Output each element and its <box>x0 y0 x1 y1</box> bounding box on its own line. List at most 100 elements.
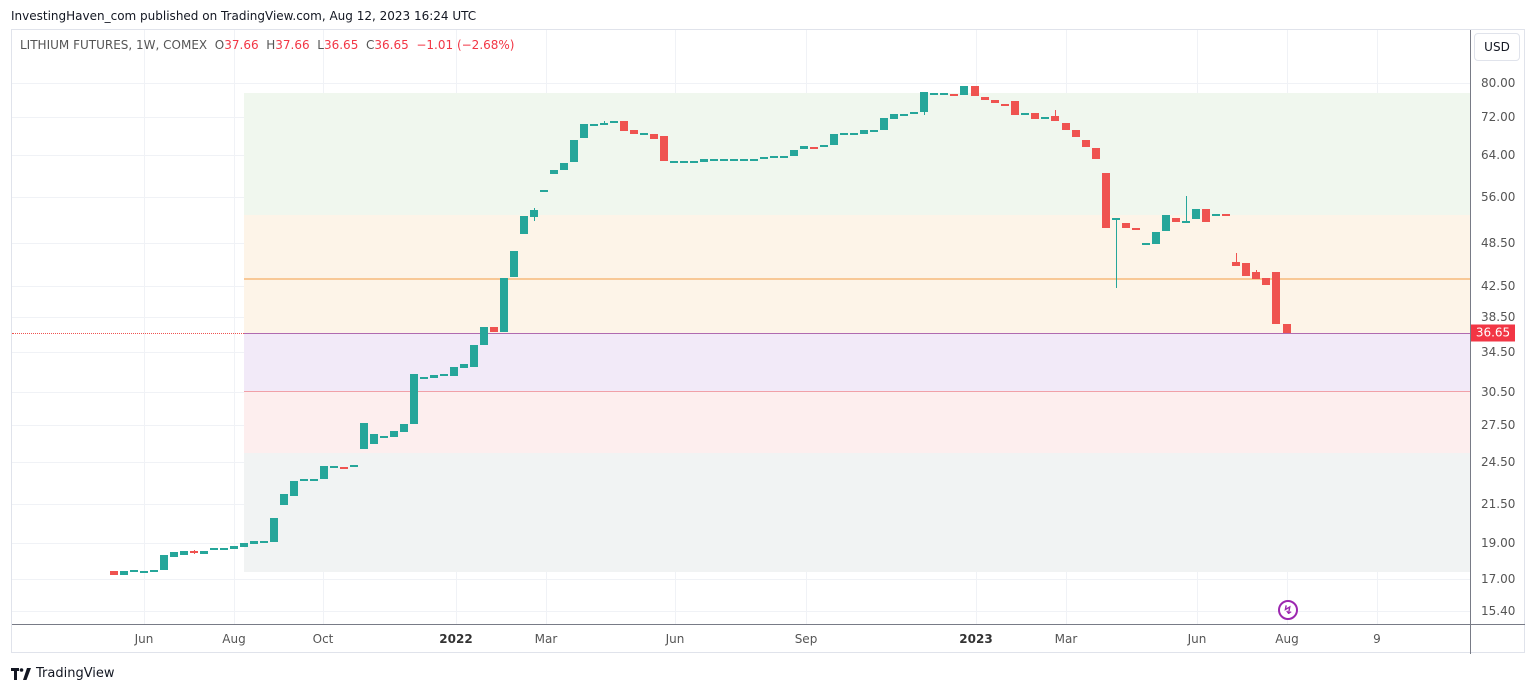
price-tick-label: 38.50 <box>1481 310 1516 325</box>
candle-body <box>280 493 288 506</box>
candle-body <box>520 216 528 234</box>
candle-body <box>1242 263 1250 276</box>
candle-body <box>450 366 458 377</box>
candle-body <box>810 147 818 150</box>
candle-body <box>1272 271 1280 325</box>
candle-body <box>1021 112 1029 115</box>
candle-body <box>730 159 738 162</box>
candle-body <box>220 548 228 551</box>
candle-body <box>880 118 888 130</box>
grid-line-vertical <box>234 30 235 624</box>
candle-body <box>1122 223 1130 228</box>
price-tick-label: 34.50 <box>1481 345 1516 360</box>
candle-body <box>1142 243 1150 246</box>
candle-body <box>400 423 408 433</box>
candle-body <box>650 133 658 139</box>
price-tick-label: 30.50 <box>1481 384 1516 399</box>
grid-line-horizontal <box>12 610 1470 612</box>
candle-body <box>130 569 138 572</box>
candle-body <box>1051 115 1059 122</box>
candle-body <box>270 517 278 542</box>
price-tick-label: 21.50 <box>1481 496 1516 511</box>
candle-body <box>750 159 758 162</box>
time-tick-label: Mar <box>1054 632 1078 646</box>
candle-body <box>230 545 238 550</box>
candle-body <box>1072 130 1080 137</box>
candle-body <box>120 570 128 576</box>
chart-plot-area[interactable] <box>12 30 1470 624</box>
candle-body <box>1262 278 1270 285</box>
candle-body <box>830 134 838 145</box>
candle-body <box>1172 217 1180 223</box>
close-label: C <box>365 38 375 52</box>
candle-body <box>1011 101 1019 116</box>
candle-body <box>1092 148 1100 159</box>
candle-body <box>920 92 928 113</box>
candle-body <box>960 85 968 96</box>
candle-body <box>740 159 748 162</box>
candle-body <box>540 189 548 192</box>
candle-body <box>770 155 778 158</box>
time-tick-label: Sep <box>794 632 818 646</box>
candle-wick <box>1236 252 1237 266</box>
candle-body <box>190 551 198 554</box>
time-tick-label: Oct <box>312 632 334 646</box>
candle-body <box>971 85 979 97</box>
candle-body <box>1001 103 1009 106</box>
candle-body <box>1162 214 1170 231</box>
time-tick-label: Jun <box>1187 632 1207 646</box>
time-tick-label: Mar <box>534 632 558 646</box>
candle-body <box>380 436 388 439</box>
zone-orange <box>244 214 1470 334</box>
candle-body <box>430 375 438 379</box>
candle-body <box>200 551 208 554</box>
candle-body <box>690 161 698 164</box>
candle-body <box>560 162 568 171</box>
candle-body <box>210 548 218 551</box>
candle-body <box>800 146 808 149</box>
publisher-caption: InvestingHaven_com published on TradingV… <box>11 9 477 23</box>
candle-body <box>160 555 168 570</box>
candle-body <box>950 94 958 97</box>
candle-body <box>490 327 498 332</box>
candle-body <box>110 570 118 576</box>
candle-body <box>1152 231 1160 244</box>
candle-body <box>790 149 798 156</box>
price-tick-label: 24.50 <box>1481 454 1516 469</box>
candle-body <box>940 92 948 95</box>
candle-body <box>1182 221 1190 223</box>
currency-button[interactable]: USD <box>1474 33 1520 61</box>
axis-corner <box>1470 624 1525 654</box>
candle-body <box>991 100 999 103</box>
candle-body <box>630 130 638 134</box>
candle-body <box>250 540 258 545</box>
time-tick-label: Jun <box>665 632 685 646</box>
candle-body <box>670 161 678 164</box>
candle-body <box>820 144 828 147</box>
candle-wick <box>1055 109 1056 122</box>
candle-body <box>780 155 788 158</box>
candle-body <box>550 169 558 175</box>
candle-body <box>710 159 718 162</box>
time-tick-label: 2023 <box>959 632 993 646</box>
price-tick-label: 17.00 <box>1481 572 1516 586</box>
candle-body <box>870 129 878 132</box>
candle-body <box>700 159 708 163</box>
candle-body <box>890 114 898 119</box>
candle-body <box>1252 271 1260 279</box>
candle-body <box>1041 116 1049 119</box>
price-tick-label: 27.50 <box>1481 417 1516 432</box>
tradingview-brand[interactable]: TradingView <box>11 666 115 681</box>
event-lightning-icon[interactable]: ↯ <box>1278 600 1298 620</box>
candle-body <box>300 479 308 482</box>
price-axis[interactable]: 80.00 72.00 64.00 56.00 48.50 42.50 38.50 34.50… <box>1470 30 1525 624</box>
price-tick-label: 64.00 <box>1481 147 1516 162</box>
candle-body <box>410 374 418 424</box>
candle-body <box>1232 261 1240 266</box>
grid-line-horizontal <box>12 579 1470 580</box>
candle-body <box>590 124 598 127</box>
candle-body <box>320 465 328 480</box>
time-axis[interactable]: Jun Aug Oct 2022 Mar Jun Sep 2023 Mar Jun Aug 9 <box>12 624 1470 654</box>
purple-dotted-line <box>244 333 1470 335</box>
close-value: 36.65 <box>374 38 409 52</box>
